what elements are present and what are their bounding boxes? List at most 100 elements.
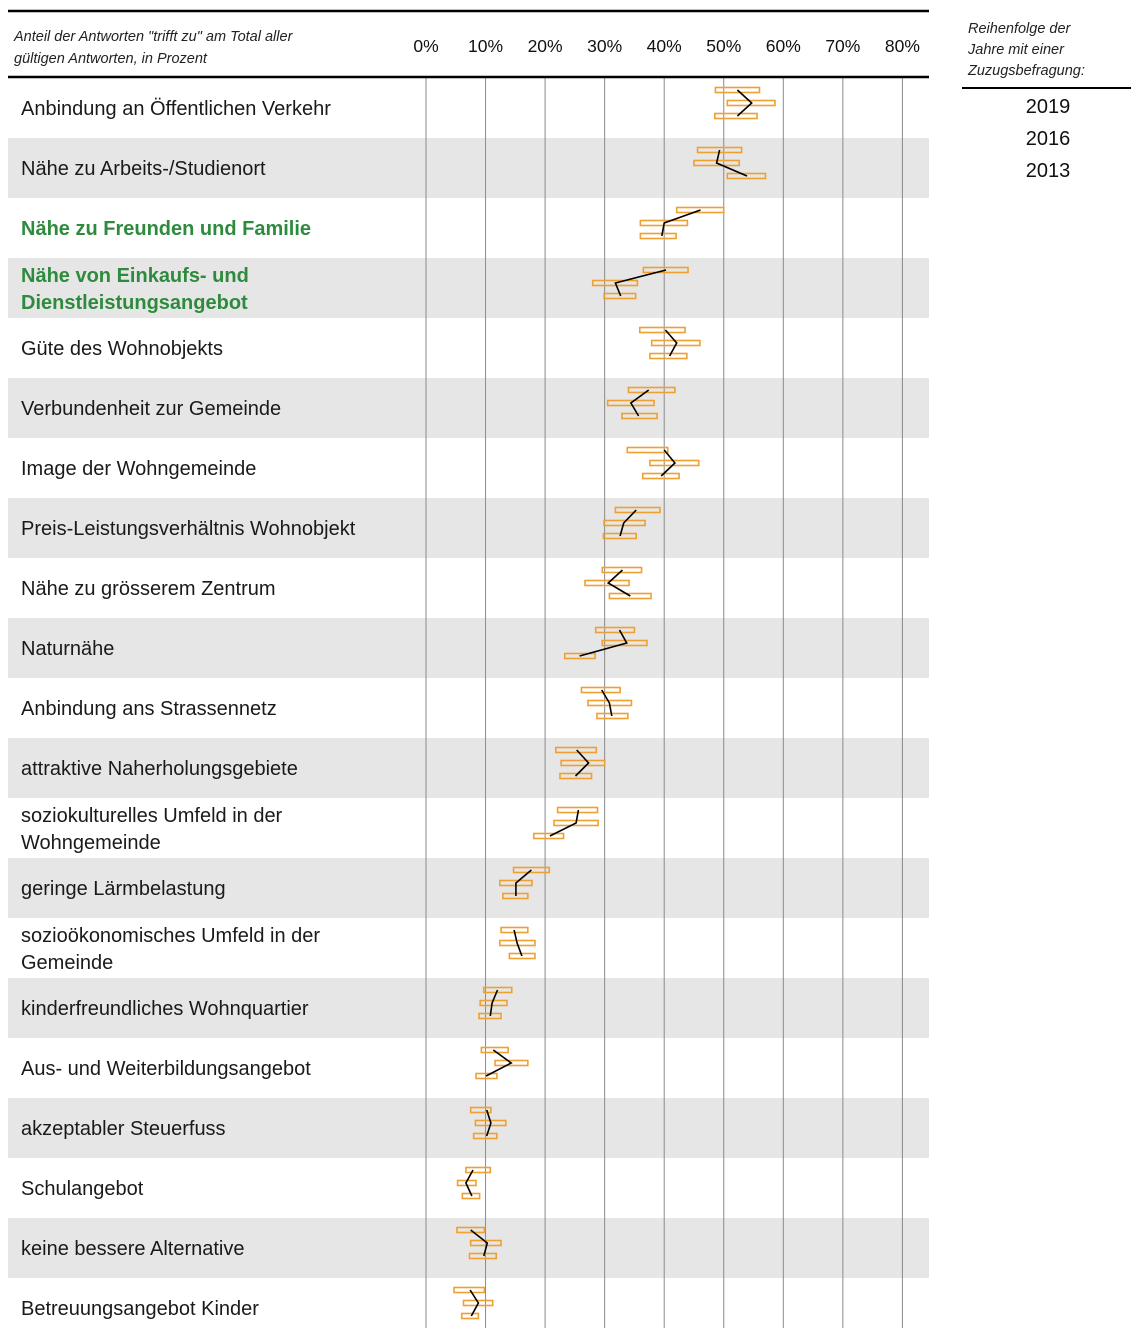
x-tick-label: 70%: [825, 36, 860, 56]
interval-box-2016: [584, 579, 630, 587]
trend-line: [469, 1289, 480, 1317]
category-label: attraktive Naherholungsgebiete: [21, 758, 298, 780]
trend-line: [660, 449, 676, 477]
interval-box-2019: [580, 686, 621, 694]
category-label: Preis-Leistungsverhältnis Wohnobjekt: [21, 518, 356, 540]
row-stripe: [8, 498, 929, 558]
interval-box-2013: [714, 112, 758, 120]
row-stripe: [8, 378, 929, 438]
x-tick-label: 50%: [706, 36, 741, 56]
x-tick-label: 30%: [587, 36, 622, 56]
category-label: Nähe zu Freunden und Familie: [21, 218, 311, 240]
category-label: sozioökonomisches Umfeld in der: [21, 925, 320, 947]
subtitle-line-2: gültigen Antworten, in Prozent: [14, 51, 208, 67]
interval-box-2016: [560, 759, 606, 767]
legend: Reihenfolge der Jahre mit einer Zuzugsbefr…: [962, 21, 1131, 182]
interval-box-2013: [460, 1312, 480, 1320]
x-axis-ticks: 0% 10% 20% 30% 40% 50% 60% 70% 80%: [413, 36, 920, 56]
trend-line: [513, 929, 523, 957]
trend-line: [606, 569, 631, 597]
interval-box-2013: [532, 832, 565, 840]
row-stripe: [8, 738, 929, 798]
legend-title-line: Zuzugsbefragung:: [967, 63, 1085, 79]
interval-box-2019: [555, 746, 598, 754]
subtitle-line-1: Anteil der Antworten "trifft zu" am Tota…: [13, 29, 294, 45]
interval-box-2016: [603, 519, 646, 527]
x-tick-label: 10%: [468, 36, 503, 56]
legend-year: 2013: [1026, 160, 1071, 182]
category-label: Nähe zu grösserem Zentrum: [21, 578, 276, 600]
x-tick-label: 40%: [647, 36, 682, 56]
interval-box-2013: [641, 472, 680, 480]
trend-line: [619, 509, 637, 537]
trend-lines: [465, 89, 753, 1317]
interval-box-2016: [649, 459, 700, 467]
interval-box-2016: [726, 99, 776, 107]
trend-line: [549, 809, 580, 837]
row-stripe: [8, 258, 929, 318]
category-label: kinderfreundliches Wohnquartier: [21, 998, 309, 1020]
row-stripe: [8, 138, 929, 198]
interval-box-2016: [462, 1299, 494, 1307]
category-label: Gemeinde: [21, 952, 113, 974]
interval-box-2013: [602, 532, 638, 540]
x-tick-label: 0%: [413, 36, 438, 56]
interval-box-2019: [675, 206, 725, 214]
interval-box-2013: [472, 1132, 498, 1140]
interval-box-2016: [606, 399, 655, 407]
category-label: geringe Lärmbelastung: [21, 878, 226, 900]
category-label: Anbindung ans Strassennetz: [21, 698, 277, 720]
category-label: Güte des Wohnobjekts: [21, 338, 223, 360]
row-stripe: [8, 1098, 929, 1158]
interval-box-2013: [508, 952, 536, 960]
trend-line: [489, 989, 499, 1017]
interval-box-2013: [621, 412, 658, 420]
legend-title-line: Reihenfolge der: [968, 21, 1072, 37]
trend-line: [470, 1229, 489, 1257]
interval-box-2013: [563, 652, 596, 660]
interval-box-2019: [626, 446, 669, 454]
x-tick-label: 20%: [528, 36, 563, 56]
interval-box-2019: [714, 86, 761, 94]
interval-box-2013: [726, 172, 767, 180]
interval-box-2019: [642, 266, 689, 274]
trend-line: [601, 689, 613, 717]
category-label: Nähe von Einkaufs- und: [21, 265, 249, 287]
legend-title-line: Jahre mit einer: [967, 42, 1065, 58]
legend-year: 2016: [1026, 128, 1071, 150]
interval-box-2013: [559, 772, 593, 780]
interval-box-2019: [638, 326, 686, 334]
x-tick-label: 80%: [885, 36, 920, 56]
category-label: Wohngemeinde: [21, 832, 161, 854]
row-stripe: [8, 618, 929, 678]
interval-box-2019: [594, 626, 636, 634]
trend-line: [661, 209, 701, 237]
interval-box-2019: [601, 566, 643, 574]
trend-line: [485, 1109, 492, 1137]
category-label: Dienstleistungsangebot: [21, 292, 248, 314]
trend-line: [614, 269, 667, 297]
category-labels: Anbindung an Öffentlichen Verkehr Nähe zu…: [21, 98, 356, 1320]
interval-box-2019: [465, 1166, 492, 1174]
trend-line: [579, 629, 628, 657]
interval-box-2013: [608, 592, 652, 600]
interval-box-2013: [596, 712, 629, 720]
category-label: soziokulturelles Umfeld in der: [21, 805, 283, 827]
legend-year: 2019: [1026, 96, 1071, 118]
row-stripes: [8, 138, 929, 1278]
trend-line: [664, 329, 678, 357]
interval-box-2016: [494, 1059, 529, 1067]
category-label: Aus- und Weiterbildungsangebot: [21, 1058, 311, 1080]
category-label: Verbundenheit zur Gemeinde: [21, 398, 281, 420]
trend-line: [515, 869, 532, 896]
trend-line: [715, 149, 748, 177]
trend-line: [465, 1169, 474, 1197]
interval-box-2019: [453, 1286, 486, 1294]
interval-box-2013: [468, 1252, 498, 1260]
interval-box-2013: [649, 352, 688, 360]
x-tick-label: 60%: [766, 36, 801, 56]
trend-line: [574, 749, 590, 777]
category-label: Betreuungsangebot Kinder: [21, 1298, 259, 1320]
category-label: Schulangebot: [21, 1178, 144, 1200]
